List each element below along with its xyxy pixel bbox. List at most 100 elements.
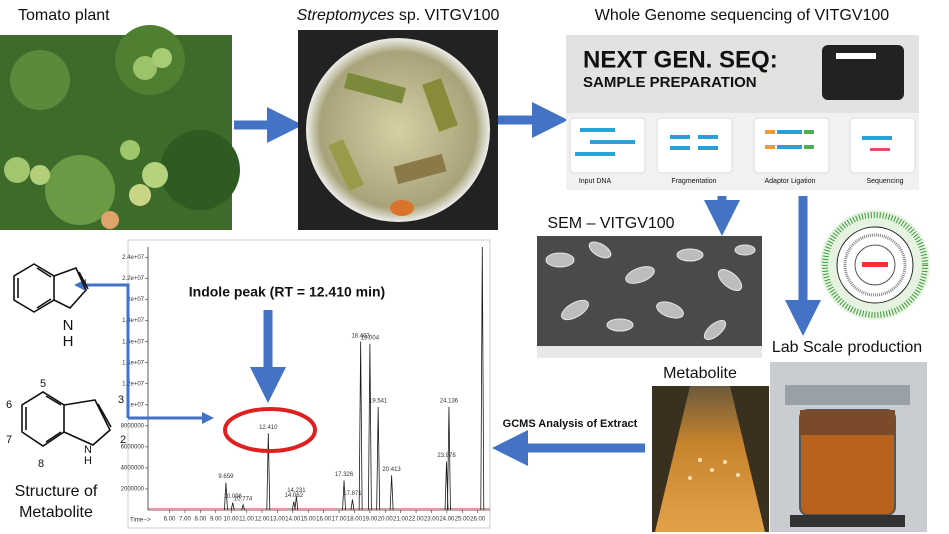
strain: sp. VITGV100: [399, 7, 500, 24]
x-tick-label: 24.00: [439, 517, 455, 523]
peak-label: 17.871: [343, 491, 362, 497]
x-tick-label: 10.00: [224, 517, 240, 523]
y-tick-label: 6000000: [121, 444, 145, 450]
peak: [230, 502, 235, 511]
petri-photo: [298, 30, 498, 230]
peak-label: 9.659: [218, 474, 234, 480]
tomato-label: Tomato plant: [18, 7, 110, 24]
atom: 2: [120, 434, 126, 446]
atom: N: [84, 444, 92, 456]
atom: 7: [6, 434, 12, 446]
tomato-photo: [0, 25, 240, 230]
x-tick-label: 8.00: [195, 517, 207, 523]
ngs-step: Input DNA: [579, 178, 612, 185]
x-tick-label: 17.00: [332, 517, 348, 523]
x-tick-label: 9.00: [210, 517, 222, 523]
structure-caption: Structure of: [15, 483, 98, 500]
y-tick-label: 1.4e+07: [122, 360, 145, 366]
y-tick-label: 2000000: [121, 487, 145, 493]
reactor-photo: [770, 362, 927, 532]
gcms-label: GCMS Analysis of Extract: [503, 418, 638, 430]
x-tick-label: 20.00: [378, 517, 394, 523]
connector: [74, 279, 130, 418]
peak: [367, 343, 372, 511]
atom: H: [84, 455, 92, 467]
y-tick-label: 1.2e+07: [122, 381, 145, 387]
x-tick-label: 6.00: [164, 517, 176, 523]
peak: [447, 406, 451, 511]
peak: [358, 341, 363, 511]
x-axis-label: Time-->: [130, 518, 151, 524]
peak: [376, 406, 381, 511]
highlight: [223, 407, 317, 453]
x-tick-label: 26.00: [470, 517, 486, 523]
strep-label: Streptomyces sp. VITGV100: [297, 7, 500, 24]
x-tick-label: 7.00: [179, 517, 191, 523]
structure-top: [13, 263, 89, 313]
x-tick-label: 19.00: [362, 517, 378, 523]
sem-label: SEM – VITGV100: [547, 215, 674, 232]
peak: [350, 499, 355, 511]
ngs-subtitle: SAMPLE PREPARATION: [583, 74, 757, 91]
peak: [291, 501, 296, 511]
flask-photo: [652, 386, 769, 532]
peak: [266, 433, 271, 511]
peak-label: 17.326: [335, 472, 354, 478]
y-tick-label: 4000000: [121, 465, 145, 471]
atom: 8: [38, 458, 44, 470]
wgs-label: Whole Genome sequencing of VITGV100: [595, 7, 889, 24]
peak-label: 24.136: [440, 398, 459, 404]
structure-bottom: [21, 391, 112, 447]
ngs-step: Fragmentation: [671, 178, 716, 185]
x-tick-label: 14.00: [285, 517, 301, 523]
atom: N: [63, 317, 74, 334]
atom: H: [63, 333, 74, 350]
y-tick-label: 8000000: [121, 423, 145, 429]
peak-label: 12.410: [259, 425, 278, 431]
peak-label: 23.978: [437, 453, 456, 459]
peak-label: 14.062: [285, 493, 304, 499]
peak-label: 19.004: [361, 335, 380, 341]
ngs-step: Sequencing: [867, 178, 904, 185]
y-tick-label: 2.4e+07: [122, 255, 145, 261]
peak-label: 19.541: [369, 398, 388, 404]
genus: Streptomyces: [297, 7, 395, 24]
y-tick-label: 1e+07: [127, 402, 145, 408]
x-tick-label: 12.00: [254, 517, 270, 523]
y-tick-label: 2e+07: [127, 297, 145, 303]
sem-photo: [537, 236, 762, 358]
x-tick-label: 18.00: [347, 517, 363, 523]
atom: 6: [6, 399, 12, 411]
x-tick-label: 16.00: [316, 517, 332, 523]
x-tick-label: 25.00: [455, 517, 471, 523]
y-tick-label: 1.6e+07: [122, 339, 145, 345]
peak-label: 10.774: [234, 496, 253, 502]
peak: [342, 480, 346, 511]
peak: [389, 475, 394, 511]
structure-caption: Metabolite: [19, 504, 93, 521]
metabolite-label: Metabolite: [663, 365, 737, 382]
peak: [294, 496, 299, 511]
peak: [480, 246, 485, 511]
atom: 5: [40, 378, 46, 390]
chromatogram: 2000000 4000000 6000000 8000000 1e+07 1.2e+07…: [121, 239, 491, 529]
ngs-title: NEXT GEN. SEQ:: [583, 46, 778, 73]
lab-label: Lab Scale production: [772, 339, 922, 356]
y-tick-label: 1.8e+07: [122, 318, 145, 324]
peak-label: 18.403: [351, 333, 370, 339]
x-tick-label: 15.00: [301, 517, 317, 523]
ngs-step: Adaptor Ligation: [765, 178, 816, 185]
atom: 3: [118, 394, 124, 406]
x-tick-label: 23.00: [424, 517, 440, 523]
x-tick-label: 21.00: [393, 517, 409, 523]
indole-label: Indole peak (RT = 12.410 min): [189, 284, 385, 300]
x-tick-label: 13.00: [270, 517, 286, 523]
x-tick-label: 22.00: [409, 517, 425, 523]
peak: [241, 503, 245, 511]
peak-label: 14.231: [287, 488, 306, 494]
ngs-panel: NEXT GEN. SEQ: SAMPLE PREPARATION Input …: [566, 35, 919, 190]
peak: [224, 482, 228, 511]
genome-map: [820, 210, 930, 320]
peak-label: 20.413: [382, 467, 401, 473]
